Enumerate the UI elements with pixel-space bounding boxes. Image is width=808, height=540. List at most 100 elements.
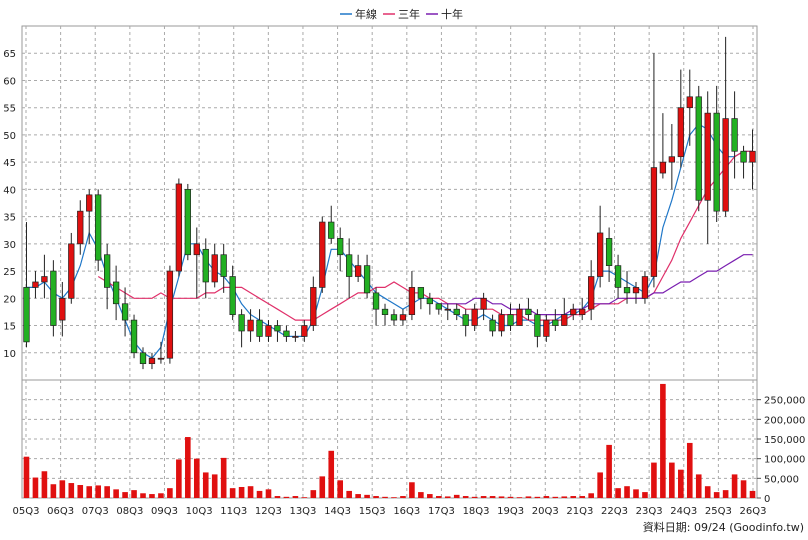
candle-body bbox=[157, 357, 165, 360]
candle-body bbox=[507, 314, 514, 326]
volume-bar bbox=[113, 489, 119, 498]
volume-bar bbox=[364, 494, 370, 498]
candle-body bbox=[453, 308, 460, 315]
volume-bar bbox=[489, 496, 496, 498]
volume-bar bbox=[722, 490, 729, 498]
x-tick-label: 20Q3 bbox=[532, 506, 559, 517]
candle-body bbox=[588, 276, 595, 310]
volume-bar bbox=[543, 496, 550, 498]
candle-body bbox=[731, 118, 738, 152]
candle-body bbox=[68, 243, 75, 299]
volume-bar bbox=[686, 442, 693, 498]
volume-bar bbox=[552, 496, 559, 498]
volume-bar bbox=[651, 462, 657, 498]
volume-bar bbox=[185, 437, 191, 498]
x-tick-label: 17Q3 bbox=[428, 506, 455, 517]
volume-tick-label: 100,000 bbox=[764, 455, 805, 466]
candle-body bbox=[704, 112, 711, 201]
candle-body bbox=[408, 287, 416, 315]
volume-bar bbox=[337, 480, 344, 498]
legend-label: 十年 bbox=[441, 7, 463, 21]
candle-body bbox=[623, 287, 631, 294]
candle-body bbox=[399, 314, 407, 321]
chart-legend: 年線 三年 十年 bbox=[340, 7, 463, 21]
x-tick-label: 08Q3 bbox=[116, 506, 143, 517]
candle-body bbox=[363, 265, 371, 294]
volume-bar bbox=[202, 472, 209, 498]
series-line bbox=[438, 254, 753, 316]
volume-bar bbox=[642, 492, 648, 498]
candle-body bbox=[337, 238, 344, 256]
volume-bar bbox=[220, 457, 227, 498]
candle-body bbox=[121, 303, 129, 321]
candle-body bbox=[641, 276, 649, 299]
price-axis-ticks: 10 15 20 25 30 35 40 45 50 55 60 65 bbox=[3, 49, 16, 360]
candle-body bbox=[740, 150, 747, 163]
volume-bar bbox=[660, 383, 666, 498]
x-tick-label: 07Q3 bbox=[82, 506, 109, 517]
volume-bar bbox=[444, 496, 451, 498]
x-tick-label: 11Q3 bbox=[220, 506, 247, 517]
candle-body bbox=[32, 281, 39, 288]
x-tick-label: 05Q3 bbox=[13, 506, 40, 517]
candle-body bbox=[229, 276, 236, 315]
volume-bar bbox=[95, 485, 101, 498]
volume-bar bbox=[86, 486, 93, 498]
candle-body bbox=[489, 319, 496, 332]
volume-bar bbox=[59, 480, 66, 498]
candle-body bbox=[390, 314, 398, 321]
volume-bar bbox=[427, 494, 433, 498]
volume-bar bbox=[749, 490, 756, 498]
candle-body bbox=[274, 325, 281, 332]
legend-label: 三年 bbox=[398, 7, 420, 21]
volume-bar bbox=[400, 496, 406, 498]
volume-axis-ticks: 0 50,000 100,000 150,000 200,000 250,000 bbox=[757, 396, 805, 505]
candle-body bbox=[552, 319, 559, 326]
candle-body bbox=[104, 254, 111, 288]
volume-bar bbox=[149, 494, 155, 498]
candle-body bbox=[534, 314, 541, 337]
volume-tick-label: 200,000 bbox=[764, 415, 805, 426]
candle-body bbox=[686, 96, 693, 109]
volume-bar bbox=[624, 486, 630, 498]
candle-body bbox=[480, 297, 487, 310]
candle-body bbox=[139, 352, 147, 365]
candle-body bbox=[498, 314, 505, 332]
volume-bar bbox=[704, 486, 711, 498]
volume-bar bbox=[176, 459, 182, 498]
price-tick-label: 10 bbox=[3, 349, 16, 360]
volume-bar bbox=[713, 492, 720, 498]
volume-bar bbox=[516, 497, 523, 498]
volume-bar bbox=[122, 492, 128, 498]
candle-body bbox=[310, 287, 317, 326]
candle-body bbox=[193, 243, 200, 256]
volume-bar bbox=[471, 496, 478, 498]
volume-bar bbox=[561, 496, 568, 498]
volume-bar bbox=[256, 490, 263, 498]
volume-bar bbox=[310, 490, 317, 498]
candle-body bbox=[417, 287, 425, 299]
candle-body bbox=[148, 357, 156, 365]
volume-bar bbox=[68, 483, 75, 498]
price-tick-label: 15 bbox=[3, 322, 16, 333]
volume-bar bbox=[328, 450, 335, 498]
volume-bar bbox=[77, 485, 84, 498]
candle-body bbox=[319, 221, 326, 288]
price-tick-label: 40 bbox=[3, 185, 16, 196]
x-tick-label: 25Q3 bbox=[705, 506, 732, 517]
candle-body bbox=[184, 189, 191, 256]
candle-body bbox=[77, 210, 84, 245]
volume-bar bbox=[525, 496, 532, 498]
volume-bar bbox=[409, 482, 415, 498]
price-tick-label: 20 bbox=[3, 294, 16, 305]
price-tick-label: 50 bbox=[3, 131, 16, 142]
volume-bar bbox=[247, 486, 254, 498]
volume-bar bbox=[606, 444, 612, 498]
volume-bar bbox=[229, 488, 236, 498]
volume-bar bbox=[265, 489, 272, 498]
x-tick-label: 23Q3 bbox=[636, 506, 663, 517]
volume-bar bbox=[238, 486, 245, 498]
volume-bar bbox=[167, 488, 173, 498]
candle-body bbox=[444, 308, 451, 311]
candle-body bbox=[372, 292, 380, 310]
